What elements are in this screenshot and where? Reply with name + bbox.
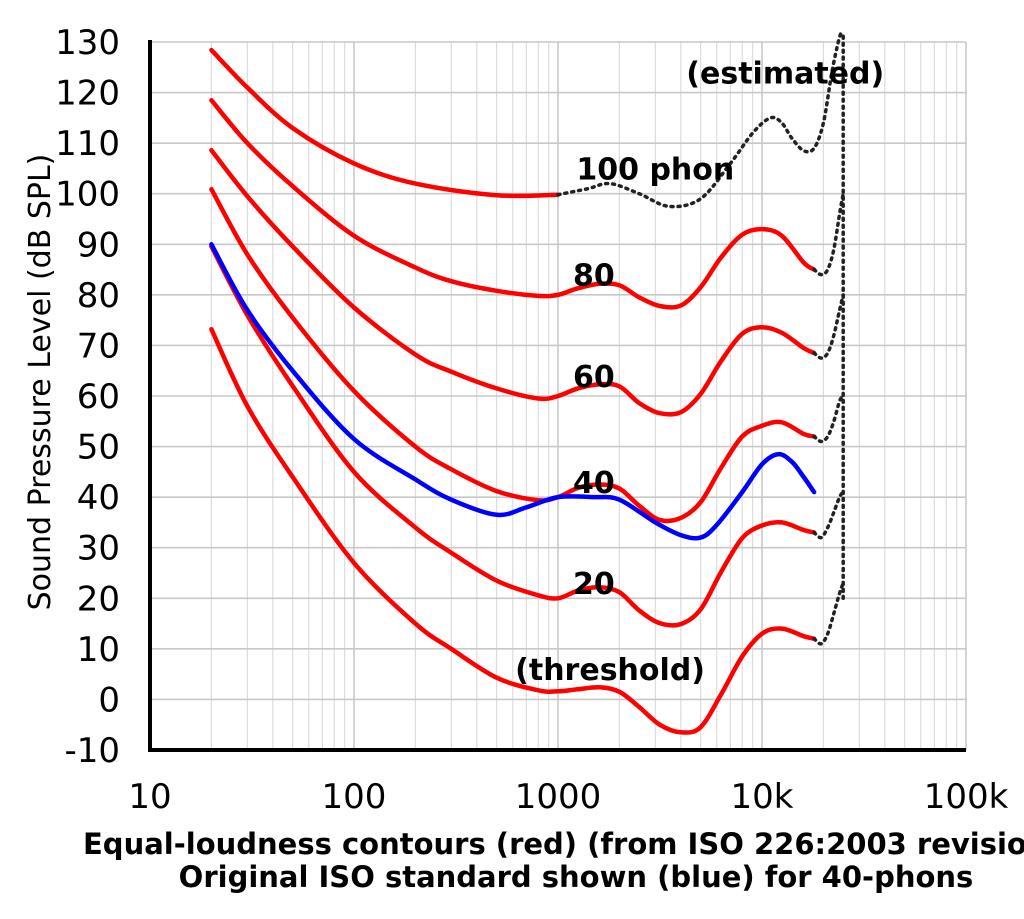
red-contour-line bbox=[209, 97, 817, 310]
y-tick-label: 90 bbox=[77, 225, 120, 265]
caption-line-2: Original ISO standard shown (blue) for 4… bbox=[179, 860, 974, 894]
estimated-dotted-line bbox=[812, 191, 845, 277]
x-tick-label: 100k bbox=[924, 777, 1009, 817]
y-tick-label: 120 bbox=[55, 74, 120, 114]
y-tick-label: -10 bbox=[64, 731, 120, 771]
curve-annotation: (estimated) bbox=[686, 56, 884, 91]
y-tick-label: 110 bbox=[55, 124, 120, 164]
y-tick-label: 40 bbox=[77, 478, 120, 518]
y-tick-label: 70 bbox=[77, 326, 120, 366]
caption-line-1: Equal-loudness contours (red) (from ISO … bbox=[83, 827, 1024, 861]
annotations: (estimated) 100 phon 80 60 40 20 (threshold) bbox=[515, 56, 884, 688]
y-tick-label: 10 bbox=[77, 630, 120, 670]
estimated-dotted-line bbox=[812, 293, 845, 360]
estimated-dotted-line bbox=[812, 490, 845, 540]
y-tick-label: 80 bbox=[77, 276, 120, 316]
blue-iso-40-phon-line bbox=[209, 242, 817, 541]
curve-annotation: 20 bbox=[573, 567, 615, 602]
y-tick-label: 60 bbox=[77, 377, 120, 417]
y-tick-label: 20 bbox=[77, 579, 120, 619]
x-tick-label: 100 bbox=[322, 777, 387, 817]
y-tick-label: 50 bbox=[77, 428, 120, 468]
red-contour-line bbox=[209, 147, 817, 417]
red-contour-line bbox=[209, 326, 817, 735]
curve-annotation: 60 bbox=[573, 360, 615, 395]
curve-annotation: 40 bbox=[573, 466, 615, 501]
y-tick-label: 100 bbox=[55, 175, 120, 215]
y-tick-label: 0 bbox=[98, 680, 120, 720]
estimated-dotted-line bbox=[556, 30, 845, 209]
estimated-dotted-line bbox=[812, 394, 845, 444]
x-tick-label: 10 bbox=[128, 777, 171, 817]
curve-annotation: (threshold) bbox=[515, 653, 705, 688]
y-axis-label: Sound Pressure Level (dB SPL) bbox=[23, 154, 58, 611]
axes bbox=[148, 40, 966, 752]
red-contour-line bbox=[209, 186, 817, 524]
x-tick-label: 10k bbox=[731, 777, 794, 817]
curve-annotation: 80 bbox=[573, 259, 615, 294]
series-lines bbox=[209, 30, 845, 735]
red-contour-line bbox=[209, 47, 561, 199]
estimated-dotted-line bbox=[812, 581, 845, 646]
red-contour-line bbox=[209, 244, 817, 628]
x-tick-label: 1000 bbox=[515, 777, 602, 817]
y-tick-label: 130 bbox=[55, 23, 120, 63]
y-tick-label: 30 bbox=[77, 529, 120, 569]
curve-annotation: 100 phon bbox=[576, 152, 734, 187]
